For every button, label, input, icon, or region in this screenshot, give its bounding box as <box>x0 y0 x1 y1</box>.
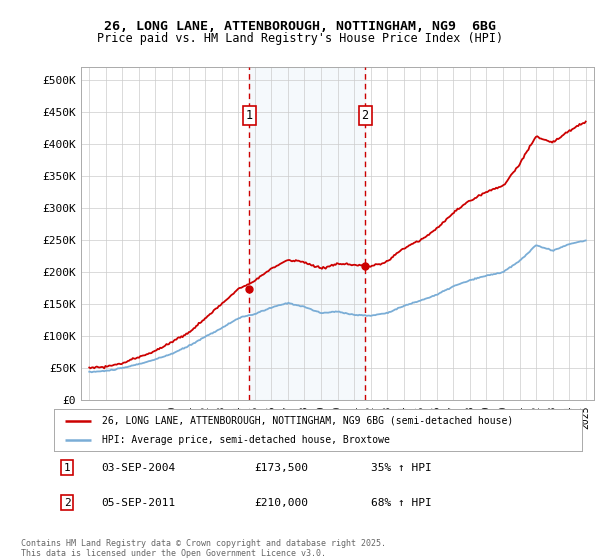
Text: £210,000: £210,000 <box>254 498 308 507</box>
Text: £173,500: £173,500 <box>254 463 308 473</box>
Text: 2: 2 <box>362 109 368 122</box>
Text: 26, LONG LANE, ATTENBOROUGH, NOTTINGHAM, NG9 6BG (semi-detached house): 26, LONG LANE, ATTENBOROUGH, NOTTINGHAM,… <box>101 416 513 426</box>
Text: 26, LONG LANE, ATTENBOROUGH, NOTTINGHAM, NG9  6BG: 26, LONG LANE, ATTENBOROUGH, NOTTINGHAM,… <box>104 20 496 33</box>
Text: 2: 2 <box>64 498 71 507</box>
Bar <box>249 67 365 400</box>
Text: 03-SEP-2004: 03-SEP-2004 <box>101 463 176 473</box>
Text: 1: 1 <box>64 463 71 473</box>
Text: 05-SEP-2011: 05-SEP-2011 <box>101 498 176 507</box>
Text: Contains HM Land Registry data © Crown copyright and database right 2025.
This d: Contains HM Land Registry data © Crown c… <box>21 539 386 558</box>
Text: 68% ↑ HPI: 68% ↑ HPI <box>371 498 431 507</box>
Text: 1: 1 <box>246 109 253 122</box>
Text: 35% ↑ HPI: 35% ↑ HPI <box>371 463 431 473</box>
Text: HPI: Average price, semi-detached house, Broxtowe: HPI: Average price, semi-detached house,… <box>101 435 389 445</box>
Text: Price paid vs. HM Land Registry's House Price Index (HPI): Price paid vs. HM Land Registry's House … <box>97 32 503 45</box>
